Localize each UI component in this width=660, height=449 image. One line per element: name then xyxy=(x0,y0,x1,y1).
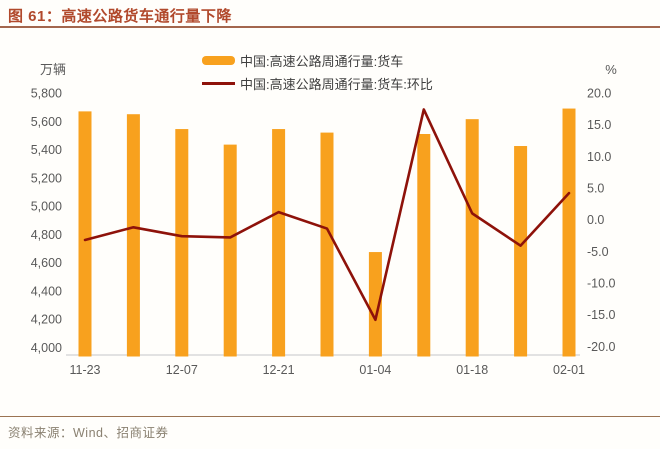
left-axis-unit-label: 万辆 xyxy=(40,62,66,77)
bar xyxy=(368,252,382,357)
legend-label-wow-change: 中国:高速公路周通行量:货车:环比 xyxy=(240,77,433,92)
left-axis-tick-label: 4,000 xyxy=(31,341,62,355)
x-axis-tick-label: 12-21 xyxy=(263,363,295,377)
bar xyxy=(320,132,334,357)
right-axis-tick-label: 5.0 xyxy=(587,182,604,196)
left-axis-tick-label: 5,400 xyxy=(31,143,62,157)
footer-rule xyxy=(0,416,660,417)
legend-label-truck-volume: 中国:高速公路周通行量:货车 xyxy=(240,54,404,69)
bar xyxy=(223,144,237,357)
x-axis-tick-label: 01-04 xyxy=(359,363,391,377)
x-axis-tick-label: 01-18 xyxy=(456,363,488,377)
x-axis-tick-label: 12-07 xyxy=(166,363,198,377)
right-axis-tick-label: -15.0 xyxy=(587,308,616,322)
legend-bar-swatch xyxy=(202,56,235,65)
right-axis-tick-label: 15.0 xyxy=(587,118,611,132)
legend-item-wow-change: 中国:高速公路周通行量:货车:环比 xyxy=(202,72,433,95)
right-axis-unit-label: % xyxy=(605,62,617,77)
right-axis-tick-label: 20.0 xyxy=(587,87,611,101)
x-axis-tick-label: 02-01 xyxy=(553,363,585,377)
trend-line xyxy=(83,108,571,322)
left-axis-tick-label: 4,600 xyxy=(31,256,62,270)
left-axis-tick-label: 4,800 xyxy=(31,228,62,242)
right-axis-tick-label: -20.0 xyxy=(587,340,616,354)
right-axis-tick-label: 0.0 xyxy=(587,213,604,227)
bar xyxy=(272,129,286,357)
bar xyxy=(465,119,479,357)
bar xyxy=(175,129,189,357)
bar xyxy=(562,108,576,357)
title-rule xyxy=(0,26,660,28)
left-axis-tick-label: 5,600 xyxy=(31,115,62,129)
left-axis-tick-label: 4,200 xyxy=(31,313,62,327)
right-axis-tick-label: -5.0 xyxy=(587,245,609,259)
legend-line-swatch xyxy=(202,82,235,85)
bar xyxy=(126,114,140,357)
x-axis-tick-label: 11-23 xyxy=(69,363,100,377)
left-axis-tick-label: 4,400 xyxy=(31,284,62,298)
bar xyxy=(514,146,528,357)
right-axis-tick-label: -10.0 xyxy=(587,277,616,291)
chart-canvas: 5,800 5,600 5,400 5,200 5,000 4,800 4,600 4,400… xyxy=(31,62,618,377)
chart-legend: 中国:高速公路周通行量:货车 中国:高速公路周通行量:货车:环比 xyxy=(202,49,433,95)
bar xyxy=(417,134,431,357)
source-text: 资料来源：Wind、招商证券 xyxy=(8,426,169,440)
left-axis-tick-label: 5,000 xyxy=(31,200,62,214)
chart-area: 5,800 5,600 5,400 5,200 5,000 4,800 4,600 4,400… xyxy=(0,28,660,413)
left-axis-tick-label: 5,200 xyxy=(31,171,62,185)
right-axis-tick-label: 10.0 xyxy=(587,150,611,164)
bar xyxy=(78,111,92,357)
page-title: 图 61：高速公路货车通行量下降 xyxy=(8,8,232,25)
left-axis-tick-label: 5,800 xyxy=(31,87,62,101)
legend-item-truck-volume: 中国:高速公路周通行量:货车 xyxy=(202,49,433,72)
